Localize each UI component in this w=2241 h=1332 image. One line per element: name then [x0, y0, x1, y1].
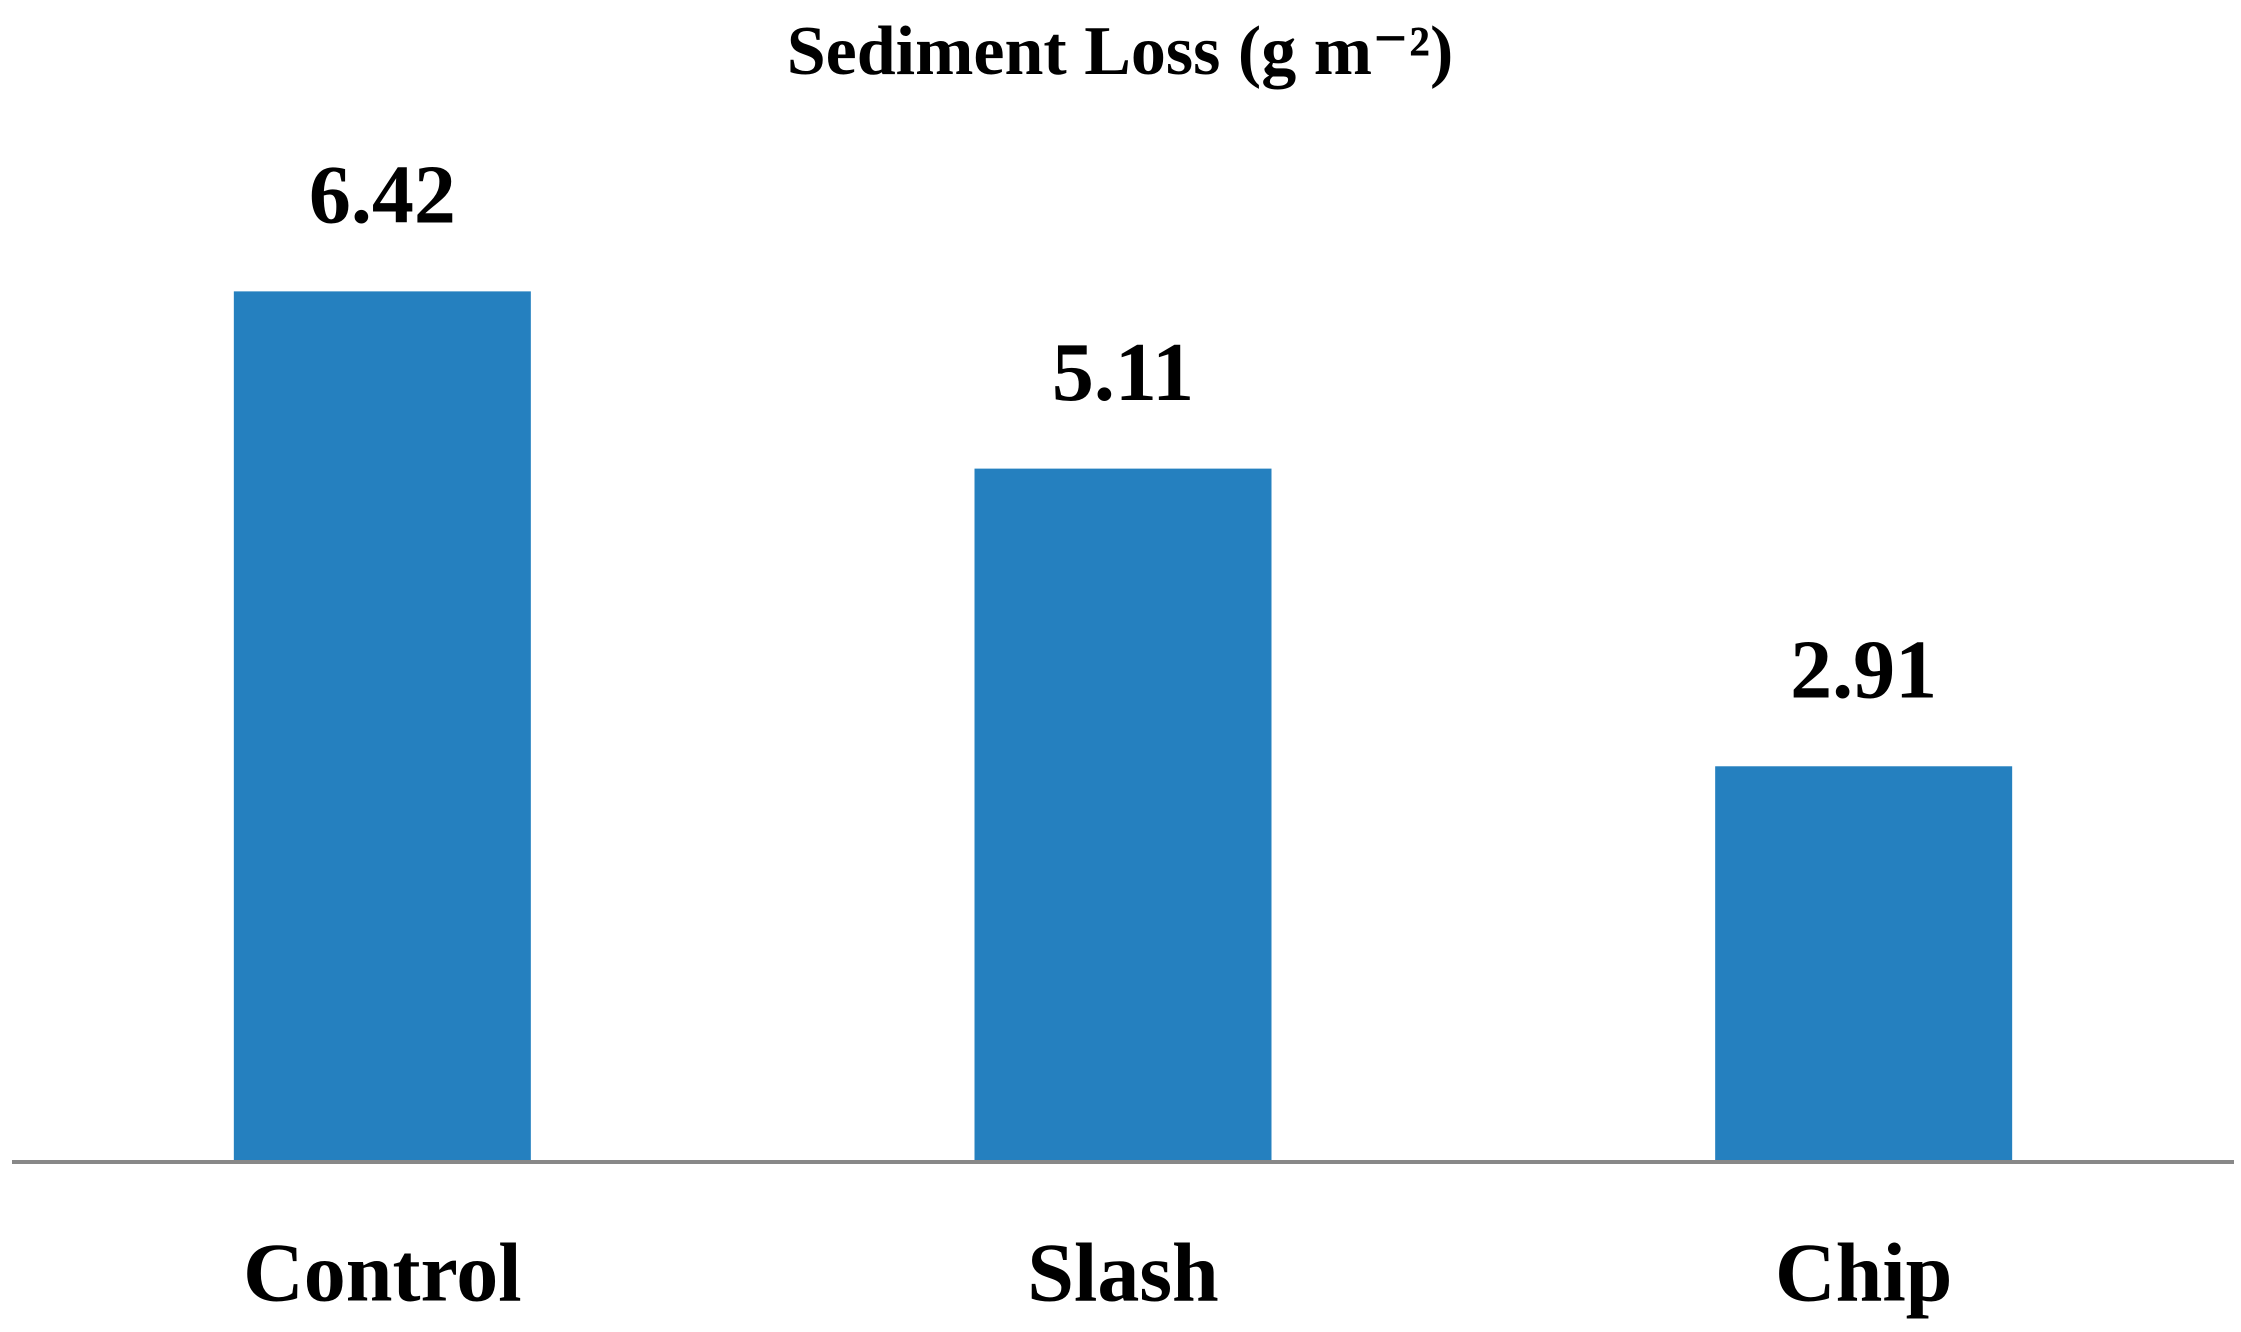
value-label: 6.42	[309, 149, 456, 242]
x-tick-label: Chip	[1775, 1226, 1952, 1319]
value-label: 2.91	[1790, 624, 1937, 717]
x-tick-label: Control	[243, 1226, 521, 1319]
bar	[1715, 766, 2013, 1160]
bar	[974, 468, 1272, 1160]
x-tick-label: Slash	[1027, 1226, 1218, 1319]
value-label: 5.11	[1052, 326, 1194, 419]
chart-title: Sediment Loss (g m⁻²)	[787, 13, 1454, 90]
bar	[233, 291, 531, 1160]
